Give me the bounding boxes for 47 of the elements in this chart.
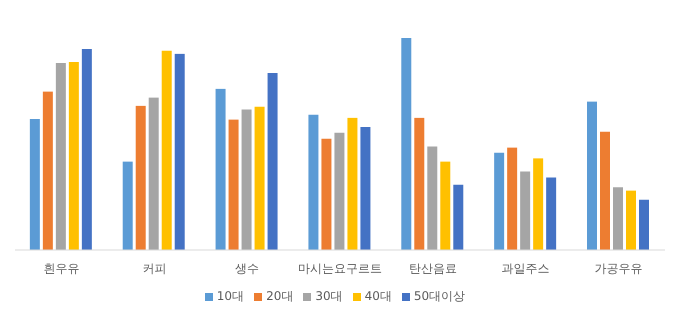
bar <box>639 200 649 250</box>
x-tick-label: 생수 <box>235 262 260 276</box>
x-tick-label: 커피 <box>142 262 166 276</box>
bar <box>414 118 424 250</box>
bar <box>360 127 370 250</box>
legend-label: 50대이상 <box>414 289 466 303</box>
bar <box>216 88 226 250</box>
bar <box>347 118 358 250</box>
bar <box>68 62 79 250</box>
bar <box>82 49 92 250</box>
bar <box>56 63 66 250</box>
bar <box>242 109 252 250</box>
legend-label: 40대 <box>364 289 392 303</box>
x-tick-label: 마시는요구르트 <box>298 262 382 276</box>
bar <box>507 148 518 250</box>
bar <box>334 132 344 250</box>
bar <box>401 38 412 250</box>
x-tick-label: 가공우유 <box>594 262 643 276</box>
bar <box>440 162 450 250</box>
bar <box>268 72 278 250</box>
bar <box>122 162 133 250</box>
bar <box>174 54 185 250</box>
bar <box>254 106 265 250</box>
bar <box>533 158 544 250</box>
bar <box>321 138 332 250</box>
bar <box>148 98 159 250</box>
bar <box>162 50 172 250</box>
legend-label: 10대 <box>216 289 244 303</box>
x-tick-label: 과일주스 <box>502 262 550 276</box>
bar <box>626 190 636 250</box>
x-tick-label: 흰우유 <box>43 262 80 276</box>
bar <box>308 114 318 250</box>
bar <box>520 172 530 250</box>
bar <box>42 92 53 250</box>
bar <box>494 152 504 250</box>
bar <box>600 132 610 250</box>
bar <box>613 187 623 250</box>
legend-label: 30대 <box>315 289 343 303</box>
legend-label: 20대 <box>266 289 294 303</box>
bar <box>136 106 146 250</box>
bar <box>427 146 438 250</box>
x-tick-label: 탄산음료 <box>408 262 457 276</box>
bar <box>228 120 239 250</box>
bar <box>30 118 40 250</box>
bar <box>453 184 464 250</box>
bar <box>587 102 597 250</box>
bar <box>546 177 556 250</box>
